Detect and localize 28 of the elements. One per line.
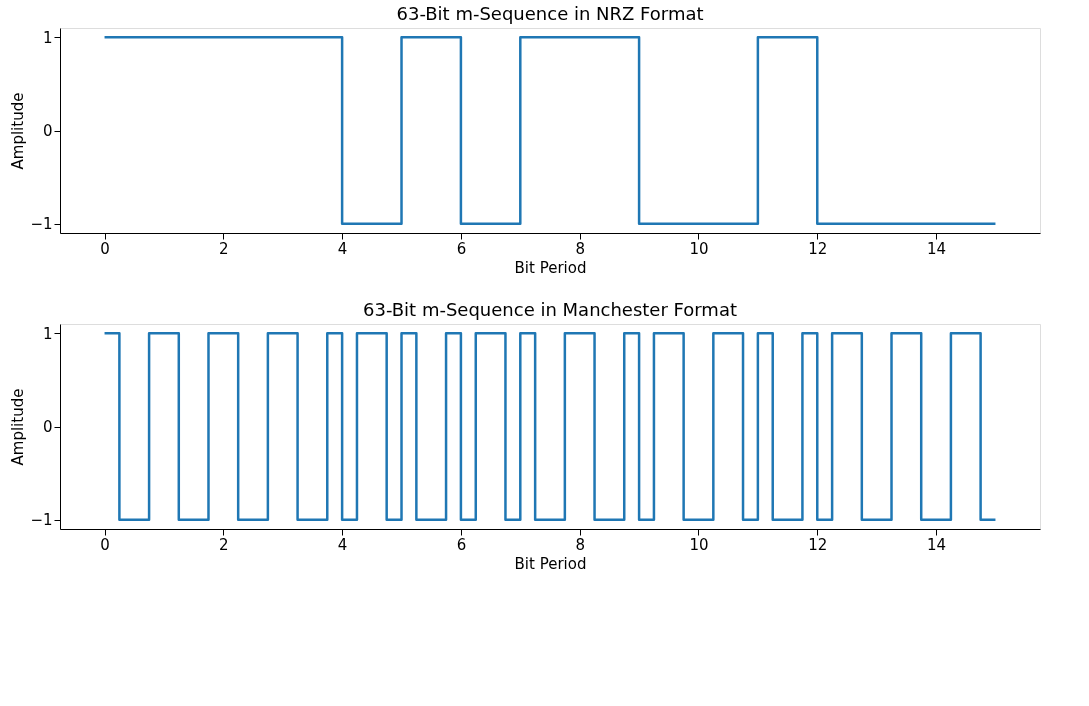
x-tick-label: 2 <box>219 535 229 554</box>
x-tick-label: 2 <box>219 239 229 258</box>
y-tick-label: −1 <box>30 215 53 234</box>
x-tick-label: 10 <box>689 535 709 554</box>
x-axis-title: Bit Period <box>514 554 587 573</box>
x-tick-label: 4 <box>337 239 348 258</box>
x-tick-label: 8 <box>575 239 585 258</box>
y-tick-label: 0 <box>42 122 53 140</box>
y-tick-label: −1 <box>30 511 53 530</box>
x-tick-label: 6 <box>456 239 467 258</box>
x-tick-label: 14 <box>927 239 947 258</box>
x-tick-label: 10 <box>689 239 709 258</box>
chart-title: 63-Bit m-Sequence in Manchester Format <box>363 299 737 320</box>
y-tick-label: 1 <box>42 324 53 343</box>
y-axis-title: Amplitude <box>9 92 28 170</box>
chart-title: 63-Bit m-Sequence in NRZ Format <box>396 3 704 24</box>
y-axis-title: Amplitude <box>9 388 28 466</box>
x-tick-label: 8 <box>575 535 585 554</box>
x-axis-title: Bit Period <box>514 258 587 277</box>
y-tick-label: 0 <box>42 418 53 436</box>
x-tick-label: 6 <box>456 535 467 554</box>
x-tick-label: 12 <box>808 239 828 258</box>
x-tick-label: 0 <box>100 239 110 258</box>
y-tick-label: 1 <box>42 28 53 47</box>
x-tick-label: 0 <box>100 535 110 554</box>
x-tick-label: 14 <box>927 535 947 554</box>
x-tick-label: 12 <box>808 535 828 554</box>
x-tick-label: 4 <box>337 535 348 554</box>
